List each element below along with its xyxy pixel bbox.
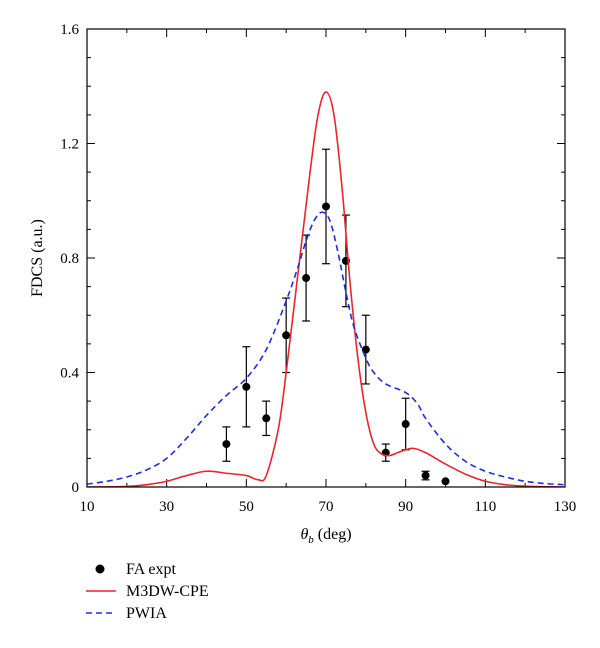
y-tick-label: 0.4 xyxy=(60,366,79,382)
data-point xyxy=(262,414,271,423)
data-point xyxy=(322,202,330,211)
legend-label-fa-expt: FA expt xyxy=(126,561,176,578)
plot-series xyxy=(87,91,565,487)
fa-expt-series xyxy=(222,148,450,486)
y-tick-label: 0 xyxy=(72,480,80,496)
pwia-line xyxy=(87,211,565,486)
y-tick-label: 1.2 xyxy=(60,137,79,153)
x-axis-unit: (deg) xyxy=(318,526,352,543)
y-tick-label: 0.8 xyxy=(60,251,79,267)
x-tick-label: 110 xyxy=(474,499,496,515)
x-tick-label: 130 xyxy=(554,499,577,515)
x-axis-label: θb (deg) xyxy=(300,526,351,546)
x-axis-subscript: b xyxy=(308,534,314,546)
data-point xyxy=(421,471,430,480)
x-axis-symbol: θ xyxy=(300,526,308,543)
y-tick-label: 1.6 xyxy=(60,22,79,38)
legend-label-pwia: PWIA xyxy=(126,605,167,622)
x-tick-label: 70 xyxy=(319,499,334,515)
x-tick-label: 30 xyxy=(159,499,174,515)
legend-marker-fa-expt xyxy=(95,564,105,574)
y-axis-label: FDCS (a.u.) xyxy=(29,219,46,297)
data-point xyxy=(242,382,251,391)
plot-frame xyxy=(86,28,566,488)
tick-labels: 10 30 50 70 90 110 130 0 0.4 0.8 1.2 1.6 xyxy=(60,22,576,515)
x-tick-label: 50 xyxy=(239,499,254,515)
x-tick-label: 90 xyxy=(398,499,413,515)
m3dw-cpe-line xyxy=(87,91,565,487)
data-point xyxy=(441,477,450,486)
x-tick-label: 10 xyxy=(80,499,95,515)
data-point xyxy=(302,274,311,283)
legend: FA expt M3DW-CPE PWIA xyxy=(86,561,209,622)
data-point xyxy=(401,420,410,429)
data-point xyxy=(282,331,291,340)
data-point xyxy=(222,440,231,449)
legend-label-m3dw-cpe: M3DW-CPE xyxy=(126,583,209,600)
